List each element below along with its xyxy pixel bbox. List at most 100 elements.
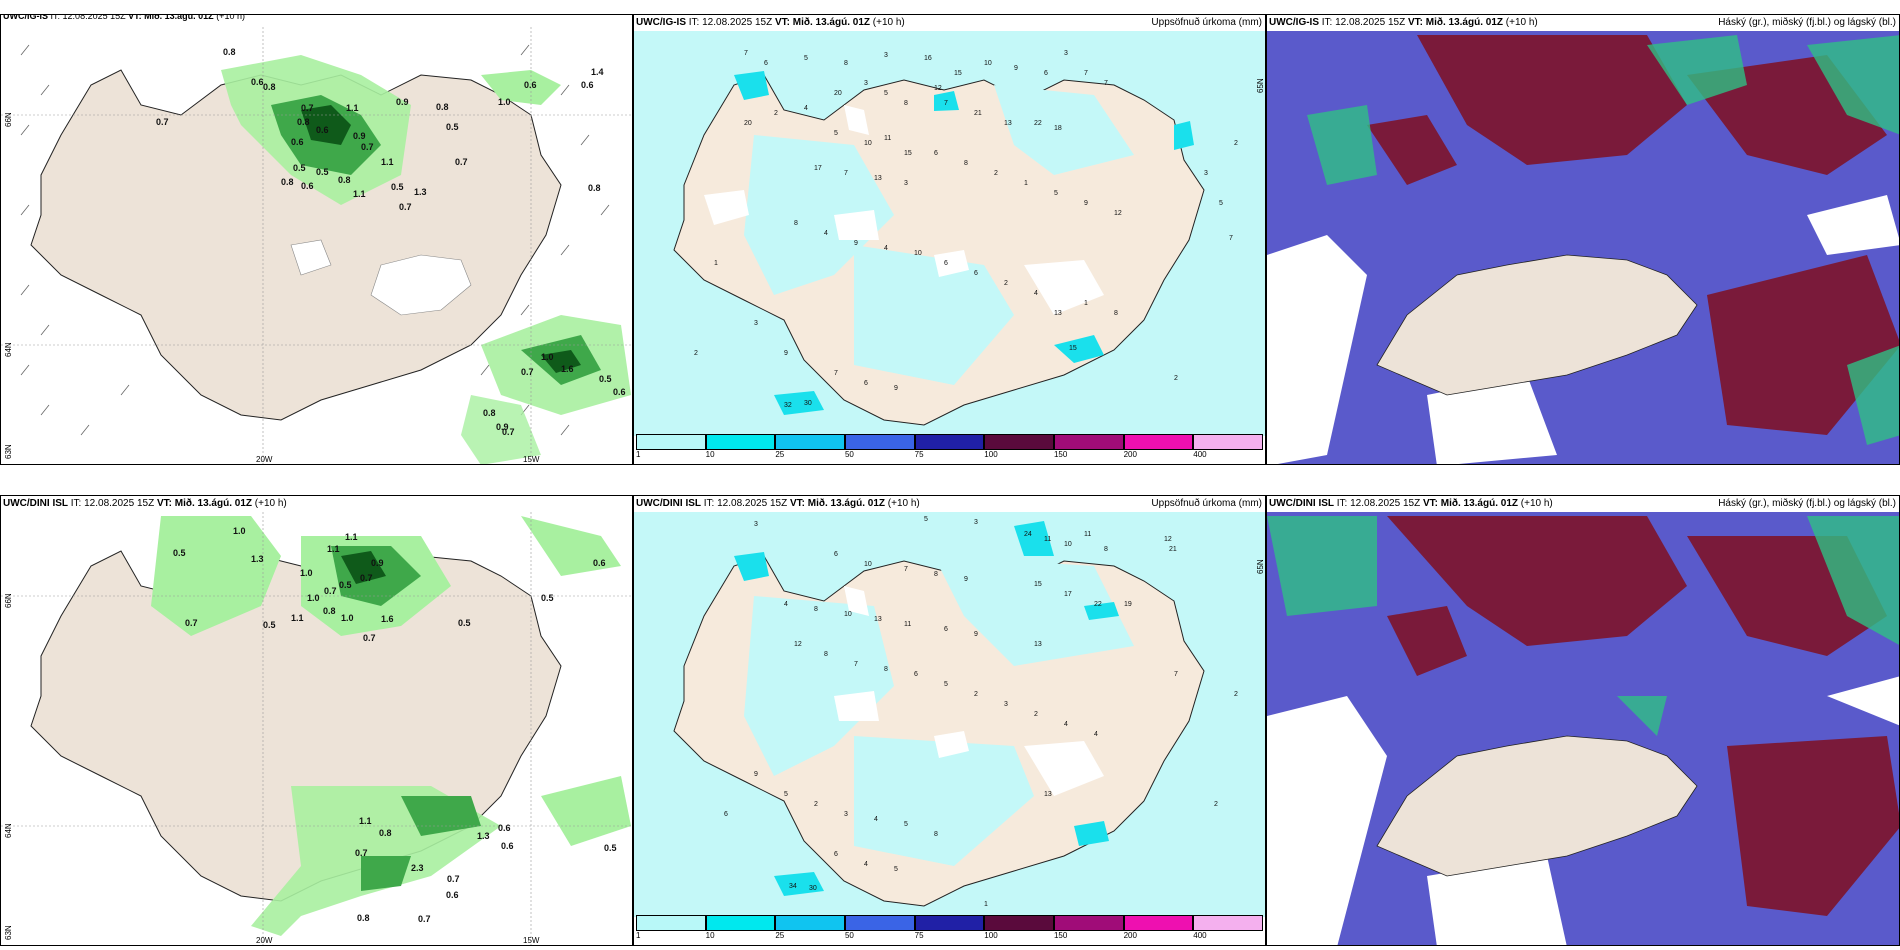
colorbar-tick: 25 [775, 931, 785, 940]
precip-colorbar-dini: 1 10 25 50 75 100 150 200 400 [636, 915, 1263, 943]
wind-value: 0.8 [436, 102, 449, 112]
wind-value: 0.6 [524, 80, 537, 90]
precip-value: 9 [1084, 200, 1088, 207]
wind-value: 0.8 [338, 175, 351, 185]
precip-value: 8 [794, 220, 798, 227]
colorbar-swatch-3 [775, 434, 845, 450]
precip-value: 10 [864, 561, 872, 568]
precip-value: 12 [1164, 536, 1172, 543]
colorbar-tick: 200 [1123, 450, 1137, 459]
colorbar-tick: 50 [844, 931, 854, 940]
wind-value: 0.7 [447, 874, 460, 884]
wind-value: 0.7 [156, 117, 169, 127]
colorbar-swatch-8 [1123, 915, 1194, 931]
colorbar-tick: 10 [705, 931, 715, 940]
precip-value: 7 [834, 370, 838, 377]
wind-map-dini: 1.0 0.5 1.3 1.1 1.1 0.9 0.7 0.5 0.6 0.5 … [1, 512, 632, 945]
wind-value: 0.6 [501, 841, 514, 851]
precip-value: 13 [1004, 120, 1012, 127]
precip-value: 4 [1094, 731, 1098, 738]
colorbar-swatch-6 [984, 434, 1054, 450]
wind-value: 1.3 [477, 831, 490, 841]
colorbar-swatch-2 [705, 434, 776, 450]
precip-value: 15 [1034, 581, 1042, 588]
colorbar-tick: 1 [636, 931, 641, 940]
cloud-panel-dini: UWC/DINI ISL IT: 12.08.2025 15Z VT: Mið.… [1266, 495, 1900, 946]
precip-value: 5 [1054, 190, 1058, 197]
cloud-title-right-dini: Háský (gr.), miðský (fj.bl.) og lágský (… [1718, 498, 1896, 509]
precip-colorbar: 1 10 25 50 75 100 150 200 400 [636, 434, 1263, 462]
precip-panel-title: UWC/IG-IS IT: 12.08.2025 15Z VT: Mið. 13… [634, 15, 1265, 31]
cloud-panel-title: UWC/IG-IS IT: 12.08.2025 15Z VT: Mið. 13… [1267, 15, 1899, 31]
colorbar-swatch-4 [844, 434, 915, 450]
lat-label-66n-dini: 66N [4, 593, 13, 608]
precip-value: 5 [884, 90, 888, 97]
precip-value: 8 [824, 651, 828, 658]
iceland-land [1376, 254, 1698, 396]
precip-value: 9 [964, 576, 968, 583]
lon-label-20w-dini: 20W [256, 936, 273, 945]
precip-value: 15 [904, 150, 912, 157]
wind-value: 1.0 [541, 352, 554, 362]
precip-value: 16 [924, 55, 932, 62]
precip-value: 1 [984, 901, 988, 908]
wind-value: 0.7 [418, 914, 431, 924]
precip-value: 21 [974, 110, 982, 117]
glacier-vatnajokull [370, 254, 472, 316]
precip-panel-dini: UWC/DINI ISL IT: 12.08.2025 15Z VT: Mið.… [633, 495, 1266, 946]
precip-value: 2 [974, 691, 978, 698]
colorbar-tick: 200 [1123, 931, 1137, 940]
lon-label-20w: 20W [256, 455, 273, 464]
wind-value: 0.7 [185, 618, 198, 628]
wind-value: 0.5 [173, 548, 186, 558]
wind-panel-title-dini: UWC/DINI ISL IT: 12.08.2025 15Z VT: Mið.… [1, 496, 632, 512]
colorbar-swatch-8 [1123, 434, 1194, 450]
precip-value: 6 [944, 626, 948, 633]
precip-value: 1 [1084, 300, 1088, 307]
precip-value: 8 [934, 831, 938, 838]
precip-light-fields [744, 556, 1134, 866]
colorbar-tick: 25 [775, 450, 785, 459]
wind-value: 1.1 [327, 544, 340, 554]
wind-value: 0.8 [357, 913, 370, 923]
wind-value: 1.6 [561, 364, 574, 374]
wind-value: 0.6 [581, 80, 594, 90]
precip-values: 3 5 3 24 11 10 11 8 12 21 6 10 7 8 9 15 … [724, 516, 1238, 908]
colorbar-tick: 10 [705, 450, 715, 459]
wind-value: 1.0 [341, 613, 354, 623]
wind-value: 0.8 [263, 82, 276, 92]
wind-value: 0.5 [316, 167, 329, 177]
wind-value: 0.6 [498, 823, 511, 833]
precip-panel-ig: UWC/IG-IS IT: 12.08.2025 15Z VT: Mið. 13… [633, 14, 1266, 465]
cloud-panel-title-dini: UWC/DINI ISL IT: 12.08.2025 15Z VT: Mið.… [1267, 496, 1899, 512]
precip-value: 2 [994, 170, 998, 177]
colorbar-swatch-5 [914, 434, 985, 450]
precip-value: 13 [1034, 641, 1042, 648]
precip-value: 3 [754, 521, 758, 528]
colorbar-tick: 100 [984, 931, 998, 940]
precip-value: 1 [714, 260, 718, 267]
wind-value: 0.6 [291, 137, 304, 147]
precip-value: 4 [804, 105, 808, 112]
precip-panel-title-dini: UWC/DINI ISL IT: 12.08.2025 15Z VT: Mið.… [634, 496, 1265, 512]
cloud-panel-ig: UWC/IG-IS IT: 12.08.2025 15Z VT: Mið. 13… [1266, 14, 1900, 465]
precip-value: 4 [874, 816, 878, 823]
precip-value: 5 [784, 791, 788, 798]
precip-value: 6 [944, 260, 948, 267]
precip-white-fields [704, 105, 1104, 315]
precip-value: 11 [904, 621, 911, 628]
precip-value: 18 [1054, 125, 1062, 132]
precip-value: 8 [934, 571, 938, 578]
precip-value: 2 [1234, 140, 1238, 147]
precip-value: 15 [954, 70, 962, 77]
precip-value: 2 [814, 801, 818, 808]
colorbar-swatch-2 [705, 915, 776, 931]
colorbar-swatch-9 [1193, 915, 1263, 931]
wind-value: 0.8 [483, 408, 496, 418]
precip-value: 4 [1034, 290, 1038, 297]
wind-value: 1.6 [381, 614, 394, 624]
precip-value: 3 [844, 811, 848, 818]
wind-value: 1.1 [291, 613, 304, 623]
precip-value: 9 [1014, 65, 1018, 72]
lon-label-15w-dini: 15W [523, 936, 540, 945]
